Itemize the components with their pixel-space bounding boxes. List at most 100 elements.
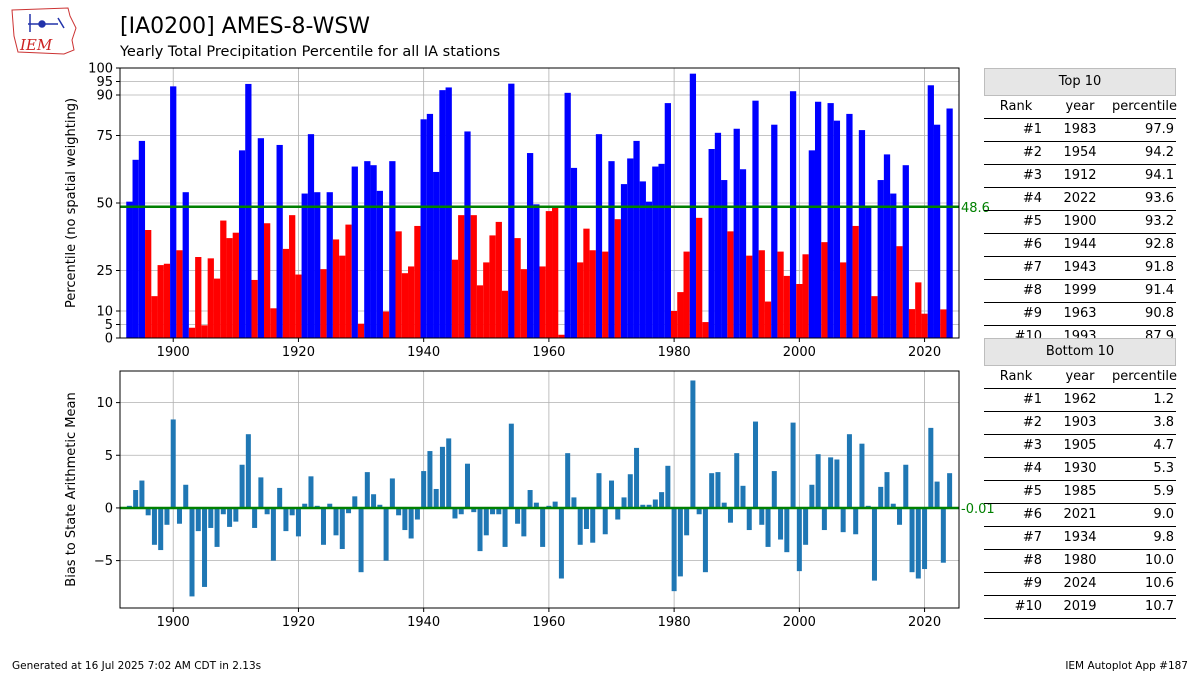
top10-row: #4 2022 93.6	[984, 188, 1176, 211]
col-rank-header: Rank	[999, 369, 1033, 384]
x-tick-label: 1920	[282, 615, 315, 630]
bar-1923	[314, 192, 321, 338]
bar-1939	[414, 225, 421, 338]
bar-1919	[289, 215, 296, 338]
bar-1962	[558, 507, 564, 579]
bar-1986	[709, 473, 715, 508]
top10-row: #5 1900 93.2	[984, 211, 1176, 234]
bar-1939	[414, 507, 420, 520]
y-tick-label: 25	[96, 264, 113, 279]
bar-1925	[327, 503, 333, 508]
bar-2014	[884, 472, 890, 508]
bar-1957	[526, 153, 534, 338]
bar-1903	[188, 327, 196, 338]
bar-1927	[339, 255, 346, 338]
bar-1994	[758, 250, 765, 338]
percentile-cell: 9.0	[1153, 507, 1174, 522]
col-year-header: year	[1065, 369, 1095, 384]
bar-2013	[878, 486, 884, 508]
year-cell: 1944	[1063, 237, 1097, 252]
bottom10-row: #4 1930 5.3	[984, 458, 1176, 481]
bar-1951	[489, 235, 496, 338]
y-tick-label: −5	[94, 554, 113, 569]
bar-1999	[790, 422, 796, 508]
rank-cell: #1	[1022, 122, 1042, 137]
bar-1998	[784, 507, 790, 553]
bar-1921	[301, 193, 308, 338]
bar-1968	[595, 134, 603, 338]
bar-1963	[565, 453, 571, 508]
bar-1900	[170, 86, 177, 338]
rank-cell: #8	[1022, 283, 1042, 298]
bar-1898	[157, 265, 164, 338]
bar-1959	[540, 507, 546, 547]
bar-2006	[834, 459, 840, 508]
bar-1926	[333, 507, 339, 536]
bar-1895	[138, 140, 146, 338]
bar-1945	[452, 507, 458, 519]
bar-1907	[213, 278, 221, 338]
percentile-cell: 94.2	[1145, 145, 1174, 160]
bar-1979	[664, 103, 671, 338]
rank-cell: #4	[1022, 191, 1042, 206]
bar-1913	[252, 507, 258, 528]
year-cell: 1930	[1063, 461, 1097, 476]
bar-1944	[446, 438, 452, 508]
bar-1945	[451, 259, 459, 338]
bar-1899	[164, 507, 170, 525]
year-cell: 2019	[1063, 599, 1097, 614]
bar-2012	[871, 507, 877, 581]
bar-1941	[426, 113, 434, 339]
year-cell: 1912	[1063, 168, 1097, 183]
bar-1982	[684, 507, 690, 536]
bar-2002	[808, 150, 815, 338]
x-tick-label: 2020	[908, 345, 941, 360]
bar-1936	[395, 231, 402, 338]
bar-1974	[633, 140, 640, 338]
bar-1914	[258, 477, 264, 508]
bar-1915	[264, 507, 270, 515]
percentile-cell: 10.6	[1145, 576, 1174, 591]
bar-1948	[470, 215, 477, 338]
rank-cell: #4	[1022, 461, 1042, 476]
x-tick-label: 2000	[783, 615, 816, 630]
bar-2008	[846, 113, 853, 339]
bar-1897	[151, 296, 158, 338]
bar-1917	[277, 487, 283, 508]
y-tick-label: 95	[96, 75, 113, 90]
bar-1993	[752, 100, 759, 338]
bar-2011	[865, 205, 872, 338]
bar-1916	[270, 308, 277, 338]
bar-2012	[871, 296, 878, 338]
x-tick-label: 2020	[908, 615, 941, 630]
bar-1942	[433, 171, 440, 338]
bar-1940	[420, 119, 427, 338]
bar-1894	[132, 159, 139, 338]
bar-1931	[364, 161, 371, 338]
bar-1991	[739, 169, 747, 338]
bar-1992	[746, 255, 753, 338]
percentile-cell: 91.4	[1145, 283, 1174, 298]
bar-1946	[458, 215, 465, 338]
percentile-cell: 3.8	[1153, 415, 1174, 430]
percentile-cell: 4.7	[1153, 438, 1174, 453]
bar-1933	[377, 504, 383, 508]
bar-2001	[802, 254, 809, 338]
bar-1999	[789, 91, 797, 338]
y-tick-label: 10	[96, 305, 113, 320]
bar-1956	[521, 507, 527, 537]
bar-1947	[464, 131, 471, 338]
bar-1975	[639, 181, 646, 338]
bar-1989	[727, 231, 734, 338]
bar-1994	[759, 507, 765, 525]
y-tick-label: 90	[96, 89, 113, 104]
top10-row: #7 1943 91.8	[984, 257, 1176, 280]
bottom10-row: #8 1980 10.0	[984, 550, 1176, 573]
y-axis-label: Bias to State Arithmetic Mean	[64, 392, 79, 586]
bar-1932	[370, 165, 377, 338]
year-cell: 2024	[1063, 576, 1097, 591]
bar-1931	[364, 472, 370, 508]
bar-2007	[840, 262, 847, 338]
bar-1950	[483, 507, 489, 536]
bar-2010	[859, 443, 865, 508]
